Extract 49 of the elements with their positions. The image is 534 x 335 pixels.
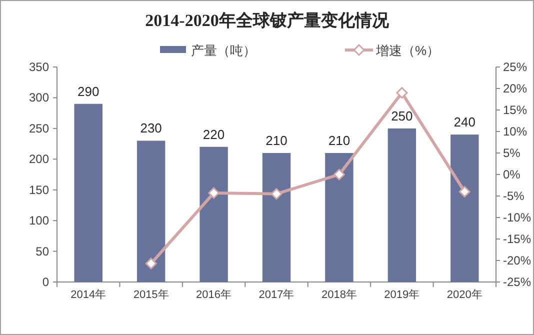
bar — [388, 128, 416, 282]
data-label: 210 — [266, 133, 288, 148]
point — [458, 186, 470, 198]
y2-tick-label: 0% — [503, 168, 521, 182]
data-label: 220 — [202, 126, 225, 142]
data-label: 210 — [328, 133, 350, 148]
bar — [136, 140, 166, 282]
bar — [74, 104, 102, 282]
y2-tick-label: -5% — [503, 189, 525, 203]
x-tick-label: 2015年 — [133, 289, 169, 301]
point — [333, 168, 345, 180]
y-tick-label: 350 — [28, 60, 50, 74]
y-tick-label: 200 — [28, 152, 50, 166]
point — [270, 188, 282, 200]
legend-label: 增速（%） — [375, 43, 440, 58]
y2-tick-label: -10% — [503, 210, 532, 224]
y2-tick-label: 5% — [503, 146, 521, 160]
point — [396, 87, 408, 99]
data-label: 230 — [140, 120, 162, 136]
y-tick-label: 300 — [28, 90, 50, 105]
x-tick-label: 2014年 — [70, 289, 106, 301]
legend-label: 产量（吨） — [191, 43, 256, 58]
bar — [325, 153, 354, 282]
data-label: 240 — [454, 114, 476, 130]
point — [208, 187, 220, 199]
data-label: 250 — [391, 108, 413, 124]
x-tick-label: 2018年 — [321, 289, 357, 301]
y-tick-label: 150 — [28, 182, 50, 197]
bar — [200, 146, 228, 282]
data-label: 290 — [78, 84, 100, 99]
y-tick-label: 250 — [28, 121, 50, 136]
bar — [262, 153, 291, 282]
y2-tick-label: 10% — [503, 124, 528, 138]
x-tick-label: 2017年 — [258, 289, 294, 301]
y2-tick-label: 25% — [503, 60, 528, 74]
y2-tick-label: -25% — [503, 275, 532, 289]
x-tick-label: 2020年 — [446, 289, 482, 301]
y-tick-label: 50 — [36, 244, 50, 258]
x-tick-label: 2016年 — [196, 289, 232, 301]
y2-tick-label: 15% — [503, 103, 528, 117]
chart-title: 2014-2020年全球铍产量变化情况 — [145, 11, 390, 30]
y2-tick-label: -15% — [503, 232, 532, 246]
y2-tick-label: -20% — [503, 254, 532, 268]
y-tick-label: 100 — [28, 214, 50, 228]
x-tick-label: 2019年 — [384, 289, 420, 301]
y2-tick-label: 20% — [503, 82, 528, 96]
y-tick-label: 0 — [42, 275, 50, 289]
point — [145, 258, 157, 270]
bar — [450, 134, 479, 282]
